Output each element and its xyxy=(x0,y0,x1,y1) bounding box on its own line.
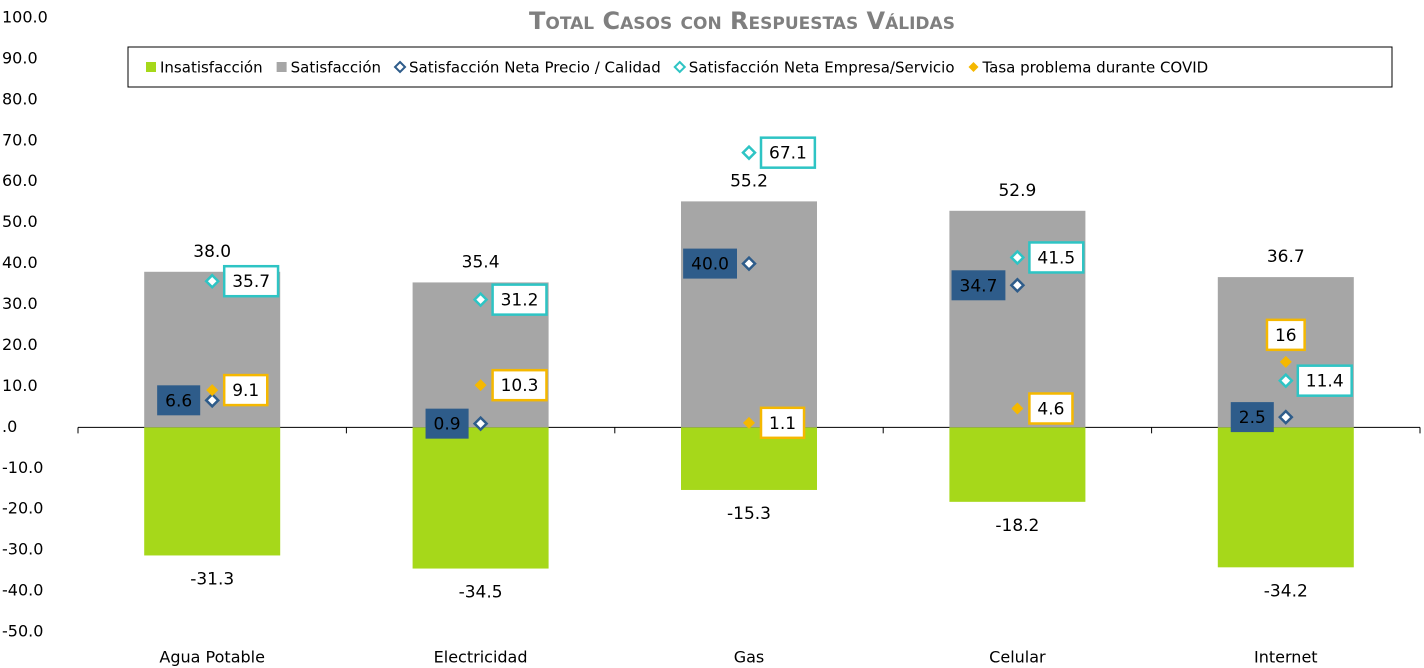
data-label: 31.2 xyxy=(501,291,539,311)
marker xyxy=(1009,249,1026,266)
data-label: -34.2 xyxy=(1264,581,1308,601)
data-label: 16 xyxy=(1275,326,1297,346)
marker xyxy=(1278,372,1294,389)
y-tick-label: 90.0 xyxy=(2,48,38,67)
marker xyxy=(1011,402,1024,415)
data-label: 35.4 xyxy=(462,252,500,272)
data-label: -18.2 xyxy=(995,516,1039,536)
bar xyxy=(949,427,1086,502)
data-label: 36.7 xyxy=(1267,247,1305,267)
data-label: 55.2 xyxy=(730,171,768,191)
data-label: 4.6 xyxy=(1037,400,1064,420)
data-label: -34.5 xyxy=(459,583,503,603)
y-tick-label: .0 xyxy=(2,417,17,436)
data-label: 34.7 xyxy=(960,276,998,296)
bar xyxy=(144,427,281,556)
y-tick-label: -10.0 xyxy=(2,458,43,477)
bar xyxy=(681,201,817,428)
data-label: 9.1 xyxy=(232,381,259,401)
data-label: 38.0 xyxy=(193,242,231,262)
legend-swatch xyxy=(673,60,687,74)
marker xyxy=(741,255,757,272)
legend-swatch xyxy=(968,62,979,72)
y-tick-label: 50.0 xyxy=(2,212,38,231)
y-tick-label: 40.0 xyxy=(2,253,38,272)
marker xyxy=(1009,277,1026,294)
x-tick-label: Agua Potable xyxy=(159,648,265,667)
y-tick-label: 10.0 xyxy=(2,376,38,395)
legend-swatch xyxy=(276,62,287,72)
legend-box xyxy=(127,46,1393,88)
legend-swatch xyxy=(393,60,407,74)
data-label: 40.0 xyxy=(691,255,729,275)
data-label: 41.5 xyxy=(1037,248,1075,268)
marker xyxy=(1278,409,1294,425)
data-label: 11.4 xyxy=(1306,372,1344,392)
y-tick-label: -40.0 xyxy=(2,581,43,600)
marker xyxy=(474,379,487,392)
x-tick-label: Celular xyxy=(989,648,1046,667)
y-tick-label: 20.0 xyxy=(2,335,38,354)
label-box xyxy=(759,136,817,169)
marker xyxy=(204,273,220,289)
label-box xyxy=(425,408,469,439)
label-box xyxy=(222,264,280,298)
legend-label: Satisfacción xyxy=(291,59,381,77)
marker xyxy=(472,291,489,308)
label-box xyxy=(1028,241,1085,274)
y-tick-label: 100.0 xyxy=(2,8,48,27)
x-tick-label: Gas xyxy=(734,648,765,667)
data-label: 52.9 xyxy=(998,181,1036,201)
bar xyxy=(1217,427,1354,568)
bar xyxy=(412,427,549,569)
marker xyxy=(204,392,220,409)
legend-swatch xyxy=(146,62,156,72)
label-box xyxy=(222,373,269,407)
data-label: 10.3 xyxy=(501,376,539,396)
marker xyxy=(743,416,755,429)
legend-label: Satisfacción Neta Precio / Calidad xyxy=(409,59,661,77)
data-label: -15.3 xyxy=(727,504,771,524)
y-tick-label: 80.0 xyxy=(2,89,38,108)
label-box xyxy=(759,406,806,440)
data-label: 0.9 xyxy=(434,415,461,435)
data-label: 67.1 xyxy=(769,144,807,164)
marker xyxy=(472,415,489,432)
y-tick-label: -30.0 xyxy=(2,540,43,559)
label-box xyxy=(951,270,1006,301)
label-box xyxy=(683,248,737,279)
data-label: 1.1 xyxy=(769,414,796,434)
data-label: 2.5 xyxy=(1239,408,1266,428)
x-tick-label: Electricidad xyxy=(434,648,528,667)
marker xyxy=(1279,355,1292,368)
label-box xyxy=(491,283,548,316)
chart-title: Total Casos con Respuestas Válidas xyxy=(529,7,955,35)
legend-label: Tasa problema durante COVID xyxy=(982,59,1209,77)
marker xyxy=(206,384,219,397)
y-tick-label: -20.0 xyxy=(2,499,43,518)
label-box xyxy=(1265,318,1306,352)
x-tick-label: Internet xyxy=(1254,648,1318,667)
label-box xyxy=(1028,392,1074,425)
label-box xyxy=(491,368,548,402)
y-tick-label: -50.0 xyxy=(2,622,43,641)
label-box xyxy=(157,385,201,416)
label-box xyxy=(1296,364,1353,397)
y-tick-label: 60.0 xyxy=(2,171,38,190)
y-tick-label: 30.0 xyxy=(2,294,38,313)
data-label: 6.6 xyxy=(165,391,192,411)
label-box xyxy=(1230,402,1274,433)
legend-label: Insatisfacción xyxy=(160,59,263,77)
legend-label: Satisfacción Neta Empresa/Servicio xyxy=(689,59,955,77)
data-label: -31.3 xyxy=(190,569,234,589)
marker xyxy=(741,144,757,161)
data-label: 35.7 xyxy=(232,272,270,292)
y-tick-label: 70.0 xyxy=(2,130,38,149)
